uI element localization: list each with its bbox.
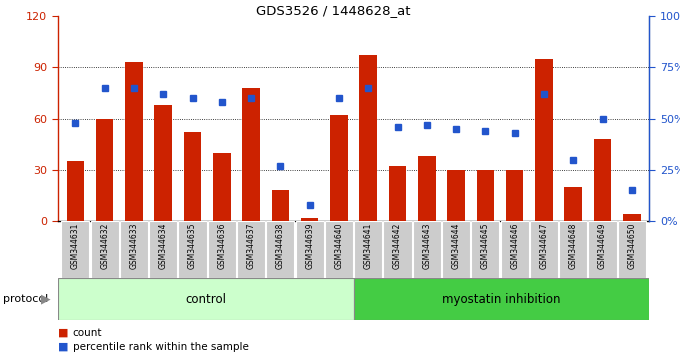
Bar	[506, 170, 524, 221]
Bar	[594, 139, 611, 221]
Text: GSM344631: GSM344631	[71, 223, 80, 269]
Text: GSM344650: GSM344650	[628, 223, 636, 269]
Text: GSM344635: GSM344635	[188, 223, 197, 269]
Bar	[301, 218, 318, 221]
Text: GSM344632: GSM344632	[100, 223, 109, 269]
Bar	[588, 221, 617, 278]
Text: GSM344643: GSM344643	[422, 223, 431, 269]
Bar	[447, 170, 465, 221]
Bar	[154, 105, 172, 221]
Bar	[500, 221, 529, 278]
Text: GSM344642: GSM344642	[393, 223, 402, 269]
Bar	[418, 156, 436, 221]
Bar	[213, 153, 231, 221]
Text: control: control	[185, 293, 226, 306]
Bar	[360, 55, 377, 221]
Bar	[149, 221, 177, 278]
Text: GSM344646: GSM344646	[510, 223, 519, 269]
Bar	[330, 115, 347, 221]
Bar	[271, 190, 289, 221]
Text: GSM344639: GSM344639	[305, 223, 314, 269]
Bar	[325, 221, 353, 278]
Bar	[442, 221, 470, 278]
Bar	[389, 166, 407, 221]
Bar	[354, 278, 649, 320]
Text: ▶: ▶	[41, 293, 51, 306]
Bar	[413, 221, 441, 278]
Bar	[90, 221, 119, 278]
Text: count: count	[73, 328, 102, 338]
Text: GSM344641: GSM344641	[364, 223, 373, 269]
Bar	[564, 187, 582, 221]
Bar	[208, 221, 236, 278]
Bar	[178, 221, 207, 278]
Bar	[61, 221, 90, 278]
Text: GSM344636: GSM344636	[218, 223, 226, 269]
Bar	[296, 221, 324, 278]
Bar	[477, 170, 494, 221]
Text: GSM344648: GSM344648	[568, 223, 578, 269]
Text: GSM344640: GSM344640	[335, 223, 343, 269]
Text: GSM344649: GSM344649	[598, 223, 607, 269]
Text: GDS3526 / 1448628_at: GDS3526 / 1448628_at	[256, 4, 411, 17]
Bar	[559, 221, 588, 278]
Bar	[125, 62, 143, 221]
Bar	[242, 88, 260, 221]
Bar	[384, 221, 411, 278]
Text: myostatin inhibition: myostatin inhibition	[442, 293, 561, 306]
Text: ■: ■	[58, 342, 68, 352]
Text: GSM344638: GSM344638	[276, 223, 285, 269]
Bar	[354, 221, 382, 278]
Bar	[58, 278, 354, 320]
Bar	[535, 59, 553, 221]
Bar	[623, 215, 641, 221]
Text: percentile rank within the sample: percentile rank within the sample	[73, 342, 249, 352]
Bar	[237, 221, 265, 278]
Text: protocol: protocol	[3, 294, 49, 304]
Text: GSM344637: GSM344637	[247, 223, 256, 269]
Bar	[67, 161, 84, 221]
Bar	[617, 221, 646, 278]
Bar	[120, 221, 148, 278]
Bar	[530, 221, 558, 278]
Text: GSM344633: GSM344633	[129, 223, 139, 269]
Text: ■: ■	[58, 328, 68, 338]
Text: GSM344647: GSM344647	[539, 223, 549, 269]
Bar	[267, 221, 294, 278]
Text: GSM344644: GSM344644	[452, 223, 460, 269]
Bar	[471, 221, 499, 278]
Bar	[184, 132, 201, 221]
Bar	[96, 119, 114, 221]
Text: GSM344645: GSM344645	[481, 223, 490, 269]
Text: GSM344634: GSM344634	[158, 223, 168, 269]
